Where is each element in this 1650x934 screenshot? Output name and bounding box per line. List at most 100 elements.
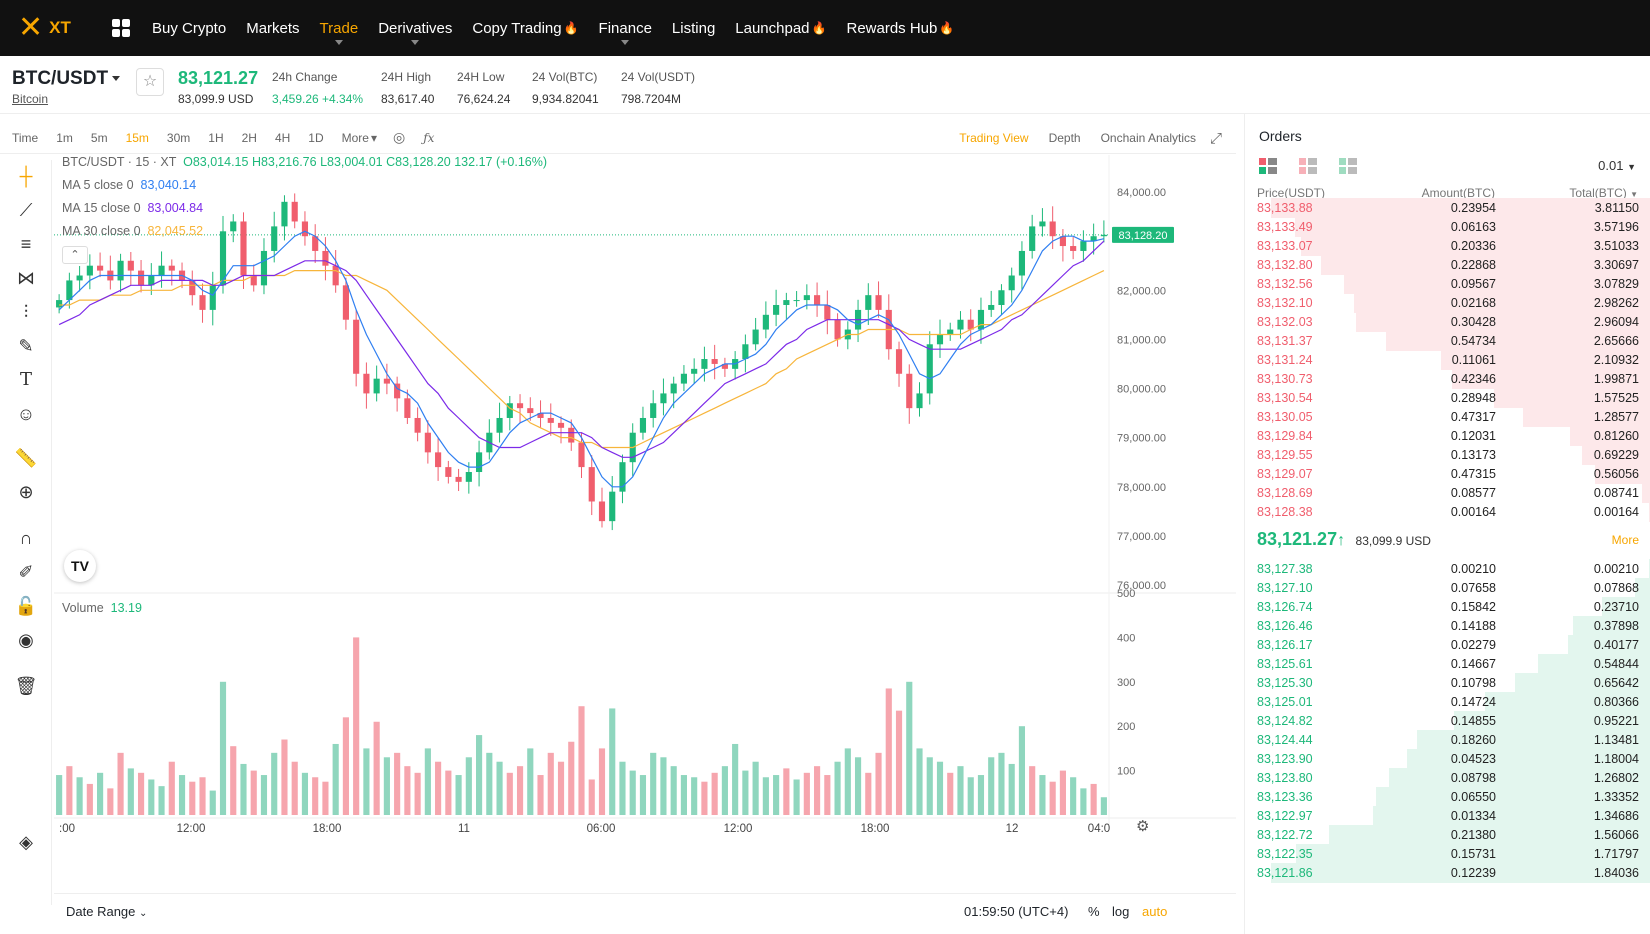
asks-row[interactable]: 83,132.03 0.30428 2.96094 — [1245, 312, 1650, 332]
bids-row[interactable]: 83,125.01 0.14724 0.80366 — [1245, 692, 1650, 712]
nav-item-rewards-hub[interactable]: Rewards Hub 🔥 — [846, 0, 954, 56]
asks-row[interactable]: 83,129.55 0.13173 0.69229 — [1245, 445, 1650, 465]
timeframe-15m[interactable]: 15m — [125, 130, 149, 145]
asks-row[interactable]: 83,133.88 0.23954 3.81150 — [1245, 198, 1650, 218]
depth-bar — [1440, 350, 1650, 370]
asks-row[interactable]: 83,133.49 0.06163 3.57196 — [1245, 217, 1650, 237]
trend-line-icon[interactable]: ⟋ — [19, 200, 33, 220]
bids-row[interactable]: 83,123.80 0.08798 1.26802 — [1245, 768, 1650, 788]
depth-selector[interactable]: 0.01 ▼ — [1598, 158, 1636, 173]
log-toggle[interactable]: log — [1112, 904, 1130, 919]
bids-row[interactable]: 83,122.72 0.21380 1.56066 — [1245, 825, 1650, 845]
view-depth[interactable]: Depth — [1048, 131, 1081, 145]
logo[interactable]: ✕ XT — [18, 13, 90, 43]
asks-only-icon[interactable] — [1299, 158, 1317, 174]
bids-row[interactable]: 83,125.61 0.14667 0.54844 — [1245, 654, 1650, 674]
text-icon[interactable]: T — [19, 369, 32, 390]
nav-item-trade[interactable]: Trade — [320, 0, 358, 56]
auto-toggle[interactable]: auto — [1142, 904, 1168, 919]
indicator-settings-icon[interactable]: ◎ — [393, 129, 406, 145]
timeframe-4h[interactable]: 4H — [274, 130, 291, 145]
asks-row[interactable]: 83,130.54 0.28948 1.57525 — [1245, 388, 1650, 408]
nav-item-listing[interactable]: Listing — [672, 0, 715, 56]
asks-row[interactable]: 83,132.80 0.22868 3.30697 — [1245, 255, 1650, 275]
nav-item-buy-crypto[interactable]: Buy Crypto — [152, 0, 226, 56]
nav-item-markets[interactable]: Markets — [246, 0, 299, 56]
timeframe-more[interactable]: More — [341, 130, 369, 145]
percent-toggle[interactable]: % — [1088, 904, 1100, 919]
apps-grid-icon[interactable] — [112, 19, 130, 37]
price-chart-svg[interactable]: 84,000.00 82,000.00 81,000.00 80,000.00 79,0… — [54, 155, 1236, 893]
timeframe-1d[interactable]: 1D — [308, 130, 324, 145]
asks-row[interactable]: 83,131.24 0.11061 2.10932 — [1245, 350, 1650, 370]
asks-row[interactable]: 83,129.84 0.12031 0.81260 — [1245, 426, 1650, 446]
fullscreen-icon[interactable]: ⤢ — [1209, 129, 1222, 147]
bids-row[interactable]: 83,126.17 0.02279 0.40177 — [1245, 635, 1650, 655]
bids-row[interactable]: 83,127.10 0.07658 0.07868 — [1245, 578, 1650, 598]
magnet-icon[interactable]: ∩ — [19, 528, 33, 548]
eye-icon[interactable]: ◉ — [18, 630, 34, 650]
bids-row[interactable]: 83,124.44 0.18260 1.13481 — [1245, 730, 1650, 750]
timeframe-time[interactable]: Time — [12, 130, 39, 145]
unlock-icon[interactable]: 🔓 — [14, 596, 38, 616]
asks-row[interactable]: 83,129.07 0.47315 0.56056 — [1245, 464, 1650, 484]
nav-item-launchpad[interactable]: Launchpad 🔥 — [735, 0, 826, 56]
both-sides-icon[interactable] — [1259, 158, 1277, 174]
pattern-icon[interactable]: ⋈ — [17, 268, 35, 288]
timeframe-30m[interactable]: 30m — [166, 130, 191, 145]
emoji-icon[interactable]: ☺ — [16, 404, 36, 424]
fib-icon[interactable]: ≡ — [20, 234, 32, 254]
pair-selector[interactable]: BTC/USDT — [12, 68, 121, 90]
asks-row[interactable]: 83,130.05 0.47317 1.28577 — [1245, 407, 1650, 427]
ruler-icon[interactable]: 📏 — [14, 448, 38, 468]
crosshair-icon[interactable]: ┼ — [19, 166, 33, 186]
tradingview-logo-icon[interactable]: TV — [64, 550, 96, 582]
row-total: 1.28577 — [1593, 410, 1639, 424]
bids-row[interactable]: 83,122.97 0.01334 1.34686 — [1245, 806, 1650, 826]
trash-icon[interactable]: 🗑 — [14, 676, 38, 696]
layers-icon[interactable]: ◈ — [19, 832, 33, 852]
bids-row[interactable]: 83,127.38 0.00210 0.00210 — [1245, 559, 1650, 579]
bids-row[interactable]: 83,126.74 0.15842 0.23710 — [1245, 597, 1650, 617]
candle-body — [568, 427, 575, 443]
nav-item-finance[interactable]: Finance — [599, 0, 652, 56]
zoom-in-icon[interactable]: ⊕ — [18, 482, 34, 502]
date-range-dropdown[interactable]: Date Range ⌄ — [66, 904, 147, 919]
asks-row[interactable]: 83,133.07 0.20336 3.51033 — [1245, 236, 1650, 256]
nav-item-derivatives[interactable]: Derivatives — [378, 0, 452, 56]
timeframe-5m[interactable]: 5m — [90, 130, 108, 145]
asks-row[interactable]: 83,132.56 0.09567 3.07829 — [1245, 274, 1650, 294]
utc-clock[interactable]: 01:59:50 (UTC+4) — [964, 904, 1069, 919]
asks-row[interactable]: 83,132.10 0.02168 2.98262 — [1245, 293, 1650, 313]
bids-only-icon[interactable] — [1339, 158, 1357, 174]
asks-row[interactable]: 83,130.73 0.42346 1.99871 — [1245, 369, 1650, 389]
asks-row[interactable]: 83,128.38 0.00164 0.00164 — [1245, 502, 1650, 522]
favorite-star-icon[interactable]: ☆ — [136, 68, 164, 96]
measure-icon[interactable]: ⫶ — [23, 302, 29, 322]
bids-row[interactable]: 83,126.46 0.14188 0.37898 — [1245, 616, 1650, 636]
bids-row[interactable]: 83,121.86 0.12239 1.84036 — [1245, 863, 1650, 883]
header-total[interactable]: Total(BTC) ▼ — [1569, 186, 1638, 200]
bids-row[interactable]: 83,123.90 0.04523 1.18004 — [1245, 749, 1650, 769]
asks-row[interactable]: 83,128.69 0.08577 0.08741 — [1245, 483, 1650, 503]
timeframe-1m[interactable]: 1m — [56, 130, 73, 145]
bids-row[interactable]: 83,122.35 0.15731 1.71797 — [1245, 844, 1650, 864]
function-icon[interactable]: ƒx — [423, 130, 435, 145]
chart-area[interactable]: 84,000.00 82,000.00 81,000.00 80,000.00 79,0… — [54, 155, 1236, 905]
asks-row[interactable]: 83,131.37 0.54734 2.65666 — [1245, 331, 1650, 351]
bids-row[interactable]: 83,123.36 0.06550 1.33352 — [1245, 787, 1650, 807]
lock-draw-icon[interactable]: ✐ — [18, 562, 34, 582]
coin-name-link[interactable]: Bitcoin — [12, 92, 49, 106]
timeframe-2h[interactable]: 2H — [241, 130, 257, 145]
view-onchain-analytics[interactable]: Onchain Analytics — [1100, 131, 1196, 145]
more-link[interactable]: More — [1611, 533, 1639, 547]
timeframe-1h[interactable]: 1H — [208, 130, 224, 145]
candle-body — [137, 270, 145, 286]
bids-row[interactable]: 83,124.82 0.14855 0.95221 — [1245, 711, 1650, 731]
brush-icon[interactable]: ✎ — [18, 336, 34, 356]
view-trading-view[interactable]: Trading View — [959, 131, 1029, 145]
collapse-legend-icon[interactable]: ⌃ — [62, 246, 88, 264]
chart-settings-gear-icon[interactable]: ⚙ — [1136, 818, 1150, 835]
nav-item-copy-trading[interactable]: Copy Trading 🔥 — [472, 0, 578, 56]
bids-row[interactable]: 83,125.30 0.10798 0.65642 — [1245, 673, 1650, 693]
